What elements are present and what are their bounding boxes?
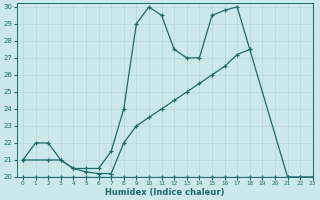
X-axis label: Humidex (Indice chaleur): Humidex (Indice chaleur) <box>105 188 224 197</box>
